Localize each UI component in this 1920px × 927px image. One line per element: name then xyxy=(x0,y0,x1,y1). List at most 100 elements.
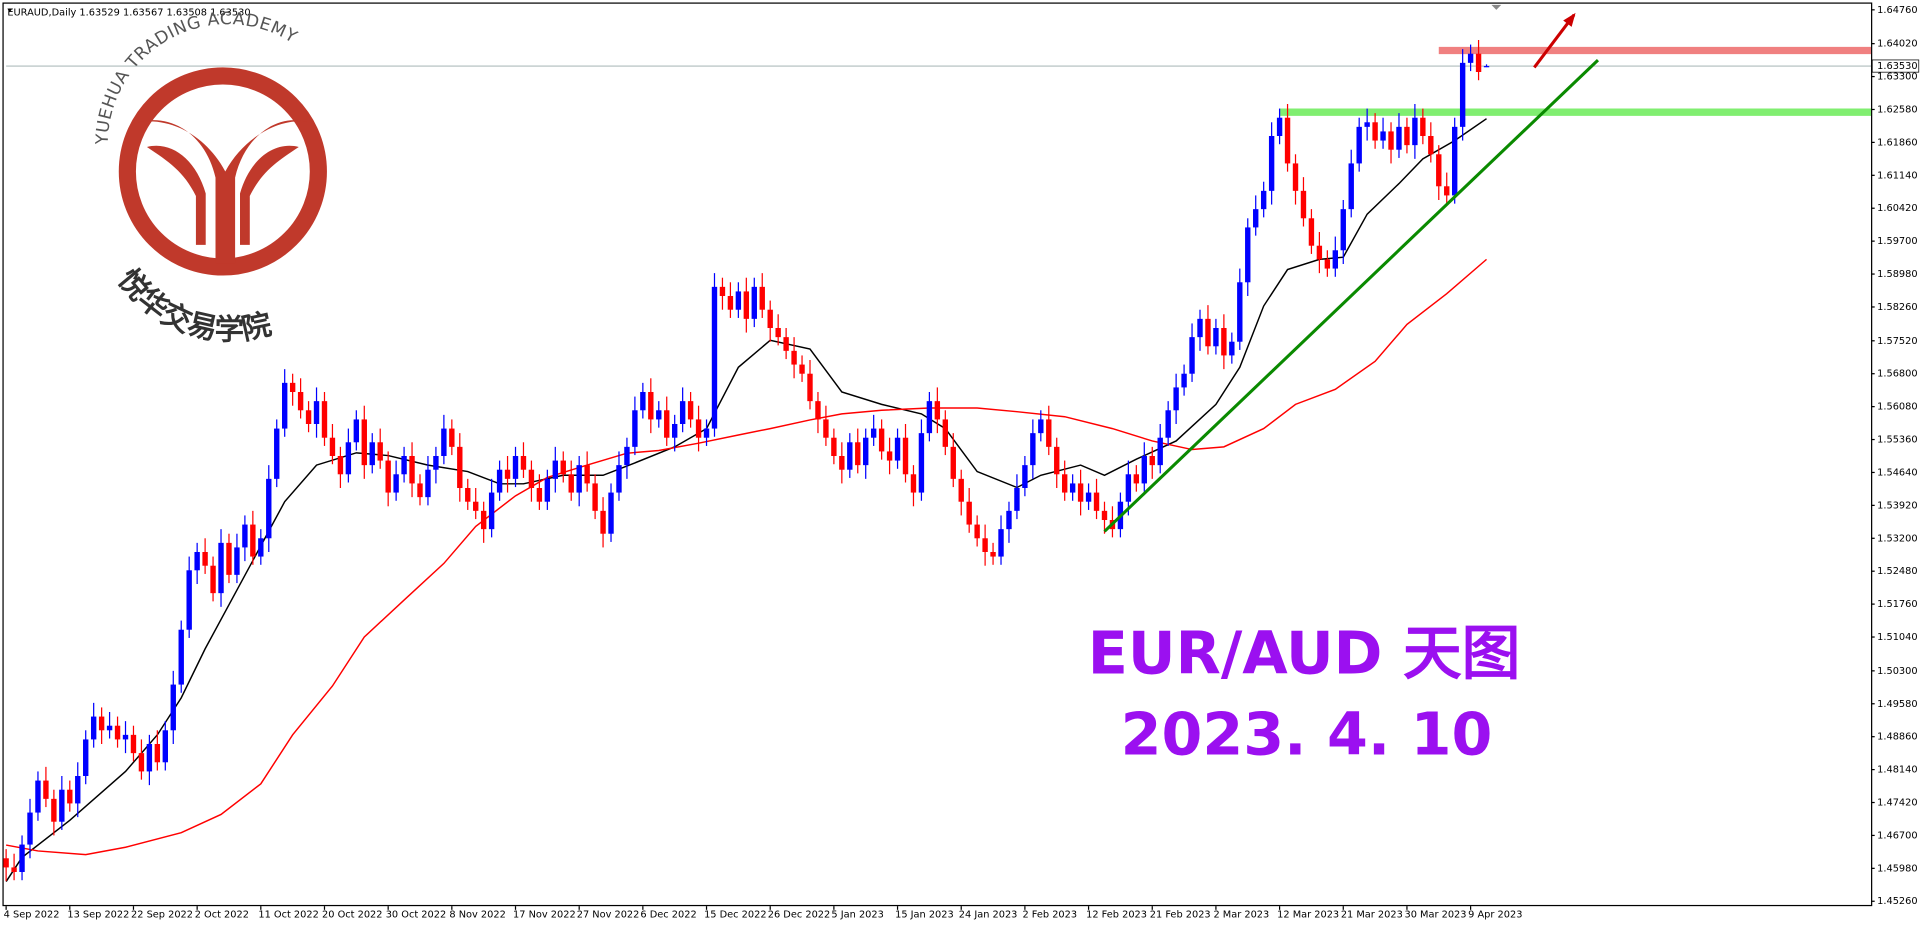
y-tick-label: 1.62580 xyxy=(1877,104,1917,115)
candle-body xyxy=(417,483,423,498)
candle-body xyxy=(457,446,463,488)
y-tick-label: 1.61860 xyxy=(1877,137,1917,148)
candle-body xyxy=(409,455,415,484)
candle-body xyxy=(1436,154,1442,187)
candle-body xyxy=(1149,455,1155,466)
x-tick-label: 5 Jan 2023 xyxy=(831,910,883,921)
x-tick-label: 11 Oct 2022 xyxy=(258,910,318,921)
candle-body xyxy=(59,789,65,822)
x-tick-label: 26 Dec 2022 xyxy=(768,910,831,921)
candle-body xyxy=(1284,117,1291,164)
candle-body xyxy=(600,510,606,534)
candle-body xyxy=(1308,218,1315,246)
candle-body xyxy=(1085,492,1092,502)
candle-body xyxy=(19,844,25,872)
candle-body xyxy=(1475,53,1482,72)
chart-title: EUR/AUD 天图 xyxy=(1088,619,1521,688)
candle-body xyxy=(926,401,933,434)
chart-subtitle: 2023. 4. 10 xyxy=(1121,700,1493,769)
candle-body xyxy=(1348,163,1354,210)
candle-body xyxy=(425,469,431,498)
candle-body xyxy=(1380,131,1386,141)
candle-body xyxy=(870,428,877,438)
candle-body xyxy=(815,401,821,420)
x-tick-label: 20 Oct 2022 xyxy=(322,910,382,921)
candle-body xyxy=(1054,446,1060,475)
y-tick-label: 1.51040 xyxy=(1877,632,1917,643)
x-tick-label: 17 Nov 2022 xyxy=(513,910,576,921)
candle-body xyxy=(672,423,678,438)
candle-body xyxy=(449,428,455,447)
y-tick-label: 1.58260 xyxy=(1877,302,1917,313)
candle-body xyxy=(1404,126,1410,146)
candle-body xyxy=(552,460,558,479)
y-tick-label: 1.54640 xyxy=(1877,467,1917,478)
x-tick-label: 12 Feb 2023 xyxy=(1086,910,1147,921)
candle-body xyxy=(1483,66,1490,68)
x-tick-label: 8 Nov 2022 xyxy=(449,910,505,921)
candle-body xyxy=(950,446,956,479)
candle-body xyxy=(75,775,81,804)
candle-body xyxy=(1197,318,1203,338)
candle-body xyxy=(520,455,527,470)
candle-body xyxy=(1038,419,1044,434)
candle-body xyxy=(329,437,336,456)
candle-body xyxy=(465,487,471,502)
candle-body xyxy=(67,789,73,804)
candle-body xyxy=(250,524,256,557)
candle-body xyxy=(1069,483,1076,493)
candle-body xyxy=(958,478,964,502)
candle-body xyxy=(974,524,980,539)
candle-body xyxy=(1372,122,1378,141)
candle-body xyxy=(1467,53,1474,63)
logo-wings xyxy=(146,145,299,245)
candle-body xyxy=(114,725,121,740)
logo-ring xyxy=(118,67,327,276)
y-tick-label: 1.55360 xyxy=(1877,435,1917,446)
candle-body xyxy=(337,455,344,475)
candle-body xyxy=(11,867,17,872)
candle-body xyxy=(202,551,208,566)
candle-body xyxy=(321,401,328,438)
y-tick-label: 1.60420 xyxy=(1877,203,1917,214)
y-tick-label: 1.45260 xyxy=(1877,896,1917,907)
candle-body xyxy=(990,551,996,557)
candle-body xyxy=(1165,410,1171,438)
candle-body xyxy=(783,337,789,351)
candle-body xyxy=(1189,337,1195,374)
candle-body xyxy=(1300,190,1307,219)
candle-body xyxy=(297,391,304,411)
candle-body xyxy=(1133,474,1140,484)
candle-body xyxy=(401,455,407,475)
y-tick-label: 1.46700 xyxy=(1877,830,1917,841)
candle-body xyxy=(902,437,909,475)
candle-body xyxy=(743,291,750,319)
candle-body xyxy=(1459,62,1466,127)
candle-body xyxy=(695,419,702,438)
candle-body xyxy=(27,812,33,845)
candle-body xyxy=(1229,341,1235,356)
candle-body xyxy=(369,442,375,466)
candle-body xyxy=(1101,510,1108,520)
candle-body xyxy=(1396,126,1402,150)
x-tick-label: 30 Oct 2022 xyxy=(386,910,446,921)
candle-body xyxy=(656,410,662,420)
candle-body xyxy=(1062,474,1068,493)
candle-body xyxy=(855,442,861,466)
candle-body xyxy=(648,391,654,420)
candle-body xyxy=(727,295,734,310)
x-tick-label: 22 Sep 2022 xyxy=(131,910,193,921)
candle-body xyxy=(687,401,694,420)
y-tick-label: 1.48140 xyxy=(1877,765,1917,776)
candle-body xyxy=(162,730,168,763)
candle-body xyxy=(910,474,917,493)
x-tick-label: 15 Jan 2023 xyxy=(895,910,954,921)
candle-body xyxy=(1340,209,1346,251)
candle-body xyxy=(528,469,535,488)
candle-body xyxy=(146,743,153,772)
candle-body xyxy=(1324,259,1331,269)
candle-body xyxy=(1014,487,1020,511)
y-tick-label: 1.64760 xyxy=(1877,5,1917,16)
y-tick-label: 1.45980 xyxy=(1877,863,1917,874)
candle-body xyxy=(711,286,718,429)
